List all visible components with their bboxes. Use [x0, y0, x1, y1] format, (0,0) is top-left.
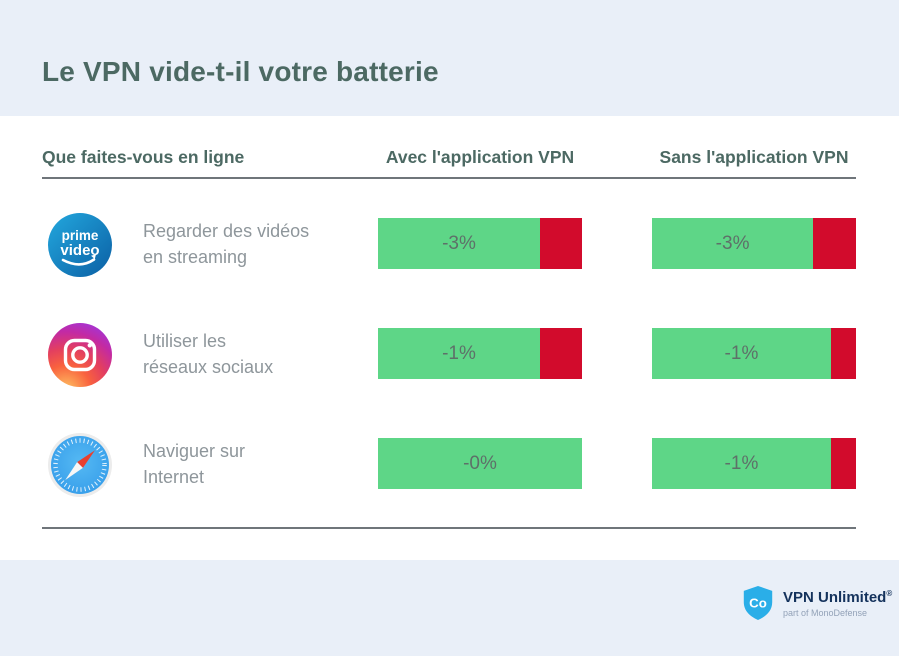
battery-drain-value: -1%: [724, 342, 759, 364]
bottom-divider: [42, 527, 856, 529]
bar-red-segment: [830, 438, 856, 489]
brand-subtitle: part of MonoDefense: [783, 607, 868, 618]
bar-red-segment: [539, 218, 582, 269]
page-title: Le VPN vide-t-il votre batterie: [42, 56, 439, 87]
shield-icon: Co: [743, 585, 773, 621]
battery-bar-without-vpn: -1%: [652, 328, 856, 379]
activity-label: Regarder des vidéos en streaming: [143, 221, 310, 267]
battery-drain-value: -3%: [442, 232, 476, 254]
activity-label: Naviguer sur Internet: [143, 441, 246, 487]
prime-video-icon: prime video: [48, 213, 112, 277]
safari-icon: [48, 433, 112, 497]
header-divider: [42, 177, 856, 179]
battery-drain-value: -3%: [715, 232, 750, 254]
bar-green-segment: -1%: [652, 328, 831, 379]
column-header-with-vpn: Avec l'application VPN: [385, 147, 575, 167]
bar-green-segment: -3%: [378, 218, 540, 269]
bar-green-segment: -3%: [652, 218, 814, 269]
battery-bar-with-vpn: -0%: [378, 438, 582, 489]
svg-text:video: video: [60, 242, 99, 259]
battery-drain-value: -1%: [724, 452, 759, 474]
bar-green-segment: -1%: [652, 438, 831, 489]
column-header-without-vpn: Sans l'application VPN: [659, 147, 849, 167]
logo-text: VPN Unlimited® part of MonoDefense: [783, 589, 892, 618]
header-band: [0, 0, 899, 116]
activity-label: Utiliser les réseaux sociaux: [143, 331, 274, 377]
column-header-activity: Que faites-vous en ligne: [42, 147, 245, 167]
svg-text:prime: prime: [62, 228, 99, 243]
bar-red-segment: [539, 328, 582, 379]
brand-name: VPN Unlimited®: [783, 588, 893, 606]
battery-drain-value: -1%: [442, 342, 476, 364]
instagram-icon: [48, 323, 112, 387]
bar-green-segment: -1%: [378, 328, 540, 379]
vpn-unlimited-logo: Co VPN Unlimited® part of MonoDefense: [740, 584, 892, 622]
battery-bar-without-vpn: -3%: [652, 218, 856, 269]
battery-drain-value: -0%: [463, 452, 497, 474]
svg-text:Co: Co: [749, 595, 767, 610]
bar-red-segment: [830, 328, 856, 379]
bar-green-segment: -0%: [378, 438, 582, 489]
battery-bar-without-vpn: -1%: [652, 438, 856, 489]
battery-bar-with-vpn: -3%: [378, 218, 582, 269]
battery-bar-with-vpn: -1%: [378, 328, 582, 379]
bar-red-segment: [813, 218, 856, 269]
